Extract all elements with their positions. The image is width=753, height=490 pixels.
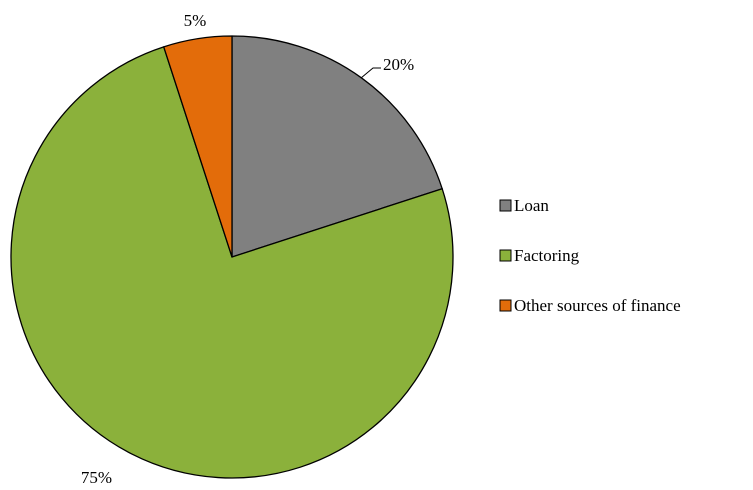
legend-label-loan: Loan bbox=[514, 196, 549, 215]
pie-slice-other-sources-of-finance bbox=[163, 35, 233, 258]
pie-slice-loan bbox=[231, 35, 443, 258]
legend-label-factoring: Factoring bbox=[514, 246, 580, 265]
legend-swatch-other-sources-of-finance bbox=[499, 299, 512, 312]
data-labels: 20% 75% 5% bbox=[81, 11, 414, 487]
data-label-other-sources-of-finance: 5% bbox=[184, 11, 207, 30]
legend: Loan Factoring Other sources of finance bbox=[499, 196, 681, 315]
leader-line-loan bbox=[360, 67, 381, 79]
legend-swatch-loan bbox=[499, 199, 512, 212]
pie-slices bbox=[10, 35, 454, 479]
data-label-factoring: 75% bbox=[81, 468, 112, 487]
legend-swatch-factoring bbox=[499, 249, 512, 262]
data-label-loan: 20% bbox=[383, 55, 414, 74]
legend-label-other-sources-of-finance: Other sources of finance bbox=[514, 296, 681, 315]
pie-slice-factoring bbox=[10, 46, 454, 479]
leader-lines bbox=[360, 67, 381, 79]
